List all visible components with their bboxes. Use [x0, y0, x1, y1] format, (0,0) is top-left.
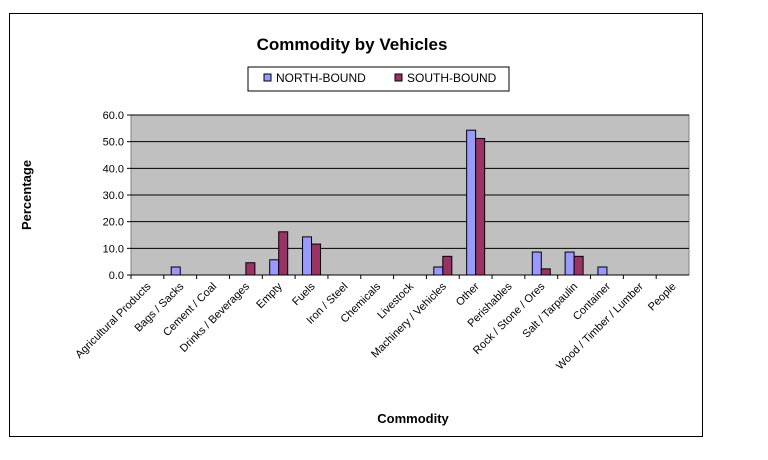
x-tick-label: Empty — [254, 280, 285, 311]
bar-south — [475, 137, 486, 276]
bar-south — [311, 243, 322, 276]
chart-title: Commodity by Vehicles — [257, 35, 448, 54]
x-tick-label: People — [646, 281, 679, 314]
y-tick-label: 50.0 — [103, 137, 124, 149]
y-axis-label: Percentage — [19, 160, 34, 230]
bar-south — [245, 262, 256, 276]
bar-north — [269, 259, 280, 276]
x-axis-label: Commodity — [377, 411, 449, 426]
y-tick-label: 20.0 — [103, 217, 124, 229]
y-tick-label: 30.0 — [103, 190, 124, 202]
y-tick-label: 0.0 — [109, 270, 124, 282]
legend: NORTH-BOUND SOUTH-BOUND — [247, 66, 510, 92]
bar-north — [170, 266, 181, 276]
x-tick-label: Fuels — [290, 280, 318, 308]
legend-swatch-north — [263, 73, 272, 82]
legend-swatch-south — [394, 73, 403, 82]
bar-north — [597, 266, 608, 276]
bar-south — [540, 268, 551, 276]
bar-south — [442, 255, 453, 276]
bar-north — [531, 251, 542, 276]
bar-north — [564, 251, 575, 276]
y-tick-label: 40.0 — [103, 163, 124, 175]
y-tick-label: 60.0 — [103, 110, 124, 122]
bar-north — [433, 266, 444, 276]
y-tick-labels: 0.0 10.0 20.0 30.0 40.0 50.0 60.0 — [103, 110, 124, 282]
bars — [131, 129, 689, 276]
y-tick-label: 10.0 — [103, 243, 124, 255]
legend-label-north: NORTH-BOUND — [276, 71, 366, 85]
legend-label-south: SOUTH-BOUND — [407, 71, 497, 85]
bar-south — [278, 231, 289, 276]
x-tick-label: Other — [454, 280, 482, 308]
bar-north — [466, 129, 477, 276]
legend-box — [247, 66, 510, 92]
bar-north — [302, 236, 313, 276]
bar-south — [573, 255, 584, 276]
